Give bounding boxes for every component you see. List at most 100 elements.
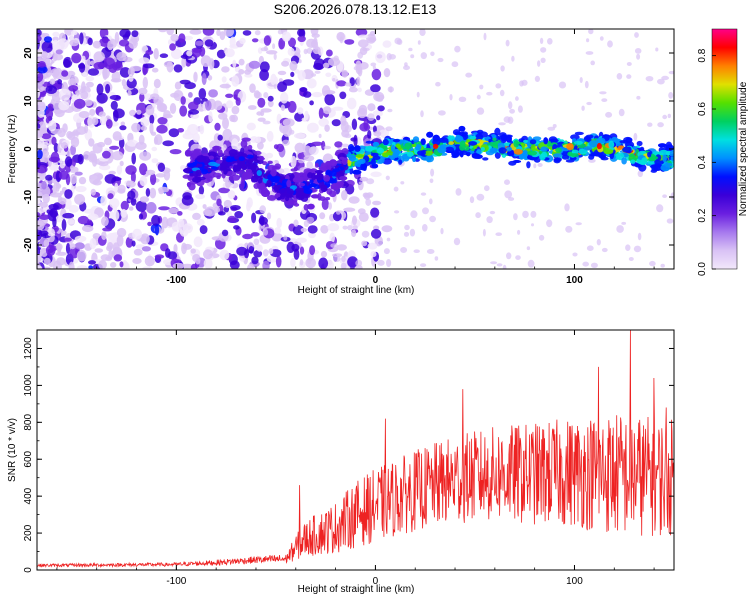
spectrogram-noise-blob	[655, 47, 659, 52]
spectrogram-noise-blob	[637, 170, 643, 178]
spectrogram-noise-blob	[314, 70, 321, 74]
spectrogram-noise-blob	[331, 119, 341, 127]
spectrogram-ridge-blob	[348, 144, 355, 152]
spectrogram-noise-blob	[37, 70, 44, 83]
spectrogram-ridge-blob	[325, 197, 331, 201]
spectrogram-noise-blob	[422, 207, 429, 215]
spectrogram-noise-blob	[217, 134, 223, 141]
spectrogram-noise-blob	[138, 213, 144, 220]
spectrogram-noise-blob	[668, 92, 674, 99]
spectrogram-ridge-blob	[220, 161, 227, 170]
spectrogram-ridge-blob	[212, 145, 222, 151]
spectrogram-noise-blob	[262, 260, 270, 269]
spectrogram-noise-blob	[125, 31, 131, 38]
colorbar: 0.0 0.2 0.4 0.6 0.8 Normalized spectral ampl…	[697, 28, 749, 276]
spectrogram-noise-blob	[139, 92, 145, 102]
y-tick-label: 400	[23, 487, 34, 504]
spectrogram-noise-blob	[153, 78, 161, 89]
spectrogram-noise-blob	[369, 30, 376, 37]
y-tick-label: 0	[23, 567, 34, 573]
spectrogram-noise-blob	[273, 76, 279, 86]
spectrogram-noise-blob	[81, 55, 86, 63]
spectrogram-noise-blob	[104, 174, 117, 184]
spectrogram-ridge-blob	[271, 166, 280, 169]
spectrogram-noise-blob	[349, 87, 358, 93]
spectrogram-ridge-blob	[319, 196, 326, 202]
spectrogram-noise-blob	[37, 190, 43, 198]
spectrogram-ridge-blob	[192, 176, 202, 183]
spectrogram-noise-blob	[358, 212, 369, 223]
spectrogram-noise-blob	[660, 263, 665, 268]
spectrogram-ridge-blob	[500, 134, 508, 142]
spectrogram-noise-blob	[91, 117, 99, 126]
spectrogram-noise-blob	[45, 244, 56, 256]
spectrogram-ridge-blob	[636, 140, 643, 147]
spectrogram-noise-blob	[84, 124, 89, 134]
spectrogram-noise-blob	[332, 253, 343, 258]
y-tick-label: 1000	[23, 374, 34, 397]
spectrogram-noise-blob	[55, 251, 67, 256]
spectrogram-ridge-blob	[630, 159, 636, 164]
spectrogram-ridge-blob	[506, 135, 512, 143]
spectrogram-noise-blob	[132, 258, 142, 264]
spectrogram-noise-blob	[87, 213, 99, 221]
spectrogram-noise-blob	[357, 51, 364, 59]
spectrogram-noise-blob	[56, 183, 62, 189]
spectrogram-noise-blob	[263, 35, 271, 46]
spectrogram-noise-blob	[634, 32, 639, 38]
spectrogram-noise-blob	[116, 165, 123, 175]
spectrogram-noise-blob	[327, 223, 340, 232]
spectrogram-noise-blob	[37, 253, 42, 264]
spectrogram-ridge-blob	[655, 154, 662, 162]
spectrogram-noise-blob	[98, 161, 109, 167]
spectrogram-noise-blob	[372, 125, 377, 133]
spectrogram-ridge-blob	[459, 150, 464, 158]
spectrogram-noise-blob	[136, 109, 142, 115]
spectrogram-noise-blob	[503, 116, 511, 123]
spectrogram-noise-blob	[60, 142, 68, 149]
spectrogram-noise-blob	[504, 179, 510, 185]
spectrogram-noise-blob	[219, 83, 231, 89]
spectrogram-noise-blob	[370, 84, 381, 93]
spectrogram-noise-blob	[92, 40, 101, 49]
spectrogram-noise-blob	[168, 207, 179, 214]
spectrogram-ridge-blob	[425, 154, 432, 163]
spectrogram-noise-blob	[121, 79, 127, 87]
spectrogram-noise-blob	[288, 37, 296, 48]
spectrogram-noise-blob	[265, 50, 278, 55]
colorbar-tick-label: 0.4	[697, 155, 708, 169]
spectrogram-noise-blob	[293, 219, 299, 227]
spectrogram-noise-blob	[81, 81, 86, 93]
spectrogram-noise-blob	[511, 55, 515, 62]
spectrogram-noise-blob	[365, 198, 372, 206]
spectrogram-noise-blob	[224, 48, 235, 58]
spectrogram-ridge-blob	[539, 153, 546, 161]
spectrogram-noise-blob	[178, 33, 186, 43]
spectrogram-ridge-blob	[284, 188, 294, 196]
spectrogram-noise-blob	[282, 118, 295, 127]
spectrogram-noise-blob	[37, 247, 41, 256]
spectrogram-noise-blob	[57, 79, 62, 85]
spectrogram-ridge-blob	[372, 155, 381, 160]
spectrogram-noise-blob	[188, 92, 193, 98]
spectrogram-noise-blob	[61, 219, 67, 231]
spectrogram-noise-blob	[55, 243, 63, 251]
spectrogram-noise-blob	[37, 65, 48, 74]
spectrogram-noise-blob	[48, 203, 59, 211]
spectrogram-ridge-blob	[247, 144, 253, 150]
spectrogram-ridge-blob	[189, 172, 194, 177]
y-tick-label: 600	[23, 450, 34, 467]
spectrogram-ridge-blob	[555, 157, 562, 162]
spectrogram-noise-blob	[323, 62, 330, 69]
spectrogram-noise-blob	[119, 261, 124, 268]
spectrogram-noise-blob	[229, 36, 236, 48]
spectrogram-noise-blob	[294, 112, 305, 122]
spectrogram-noise-blob	[662, 114, 668, 120]
spectrogram-noise-blob	[346, 97, 357, 110]
spectrogram-noise-blob	[393, 186, 399, 192]
spectrogram-noise-blob	[304, 110, 309, 121]
spectrogram-ridge-blob	[228, 149, 238, 157]
spectrogram-noise-blob	[358, 181, 363, 185]
spectrogram-noise-blob	[120, 200, 129, 211]
spectrogram-noise-blob	[293, 132, 306, 139]
